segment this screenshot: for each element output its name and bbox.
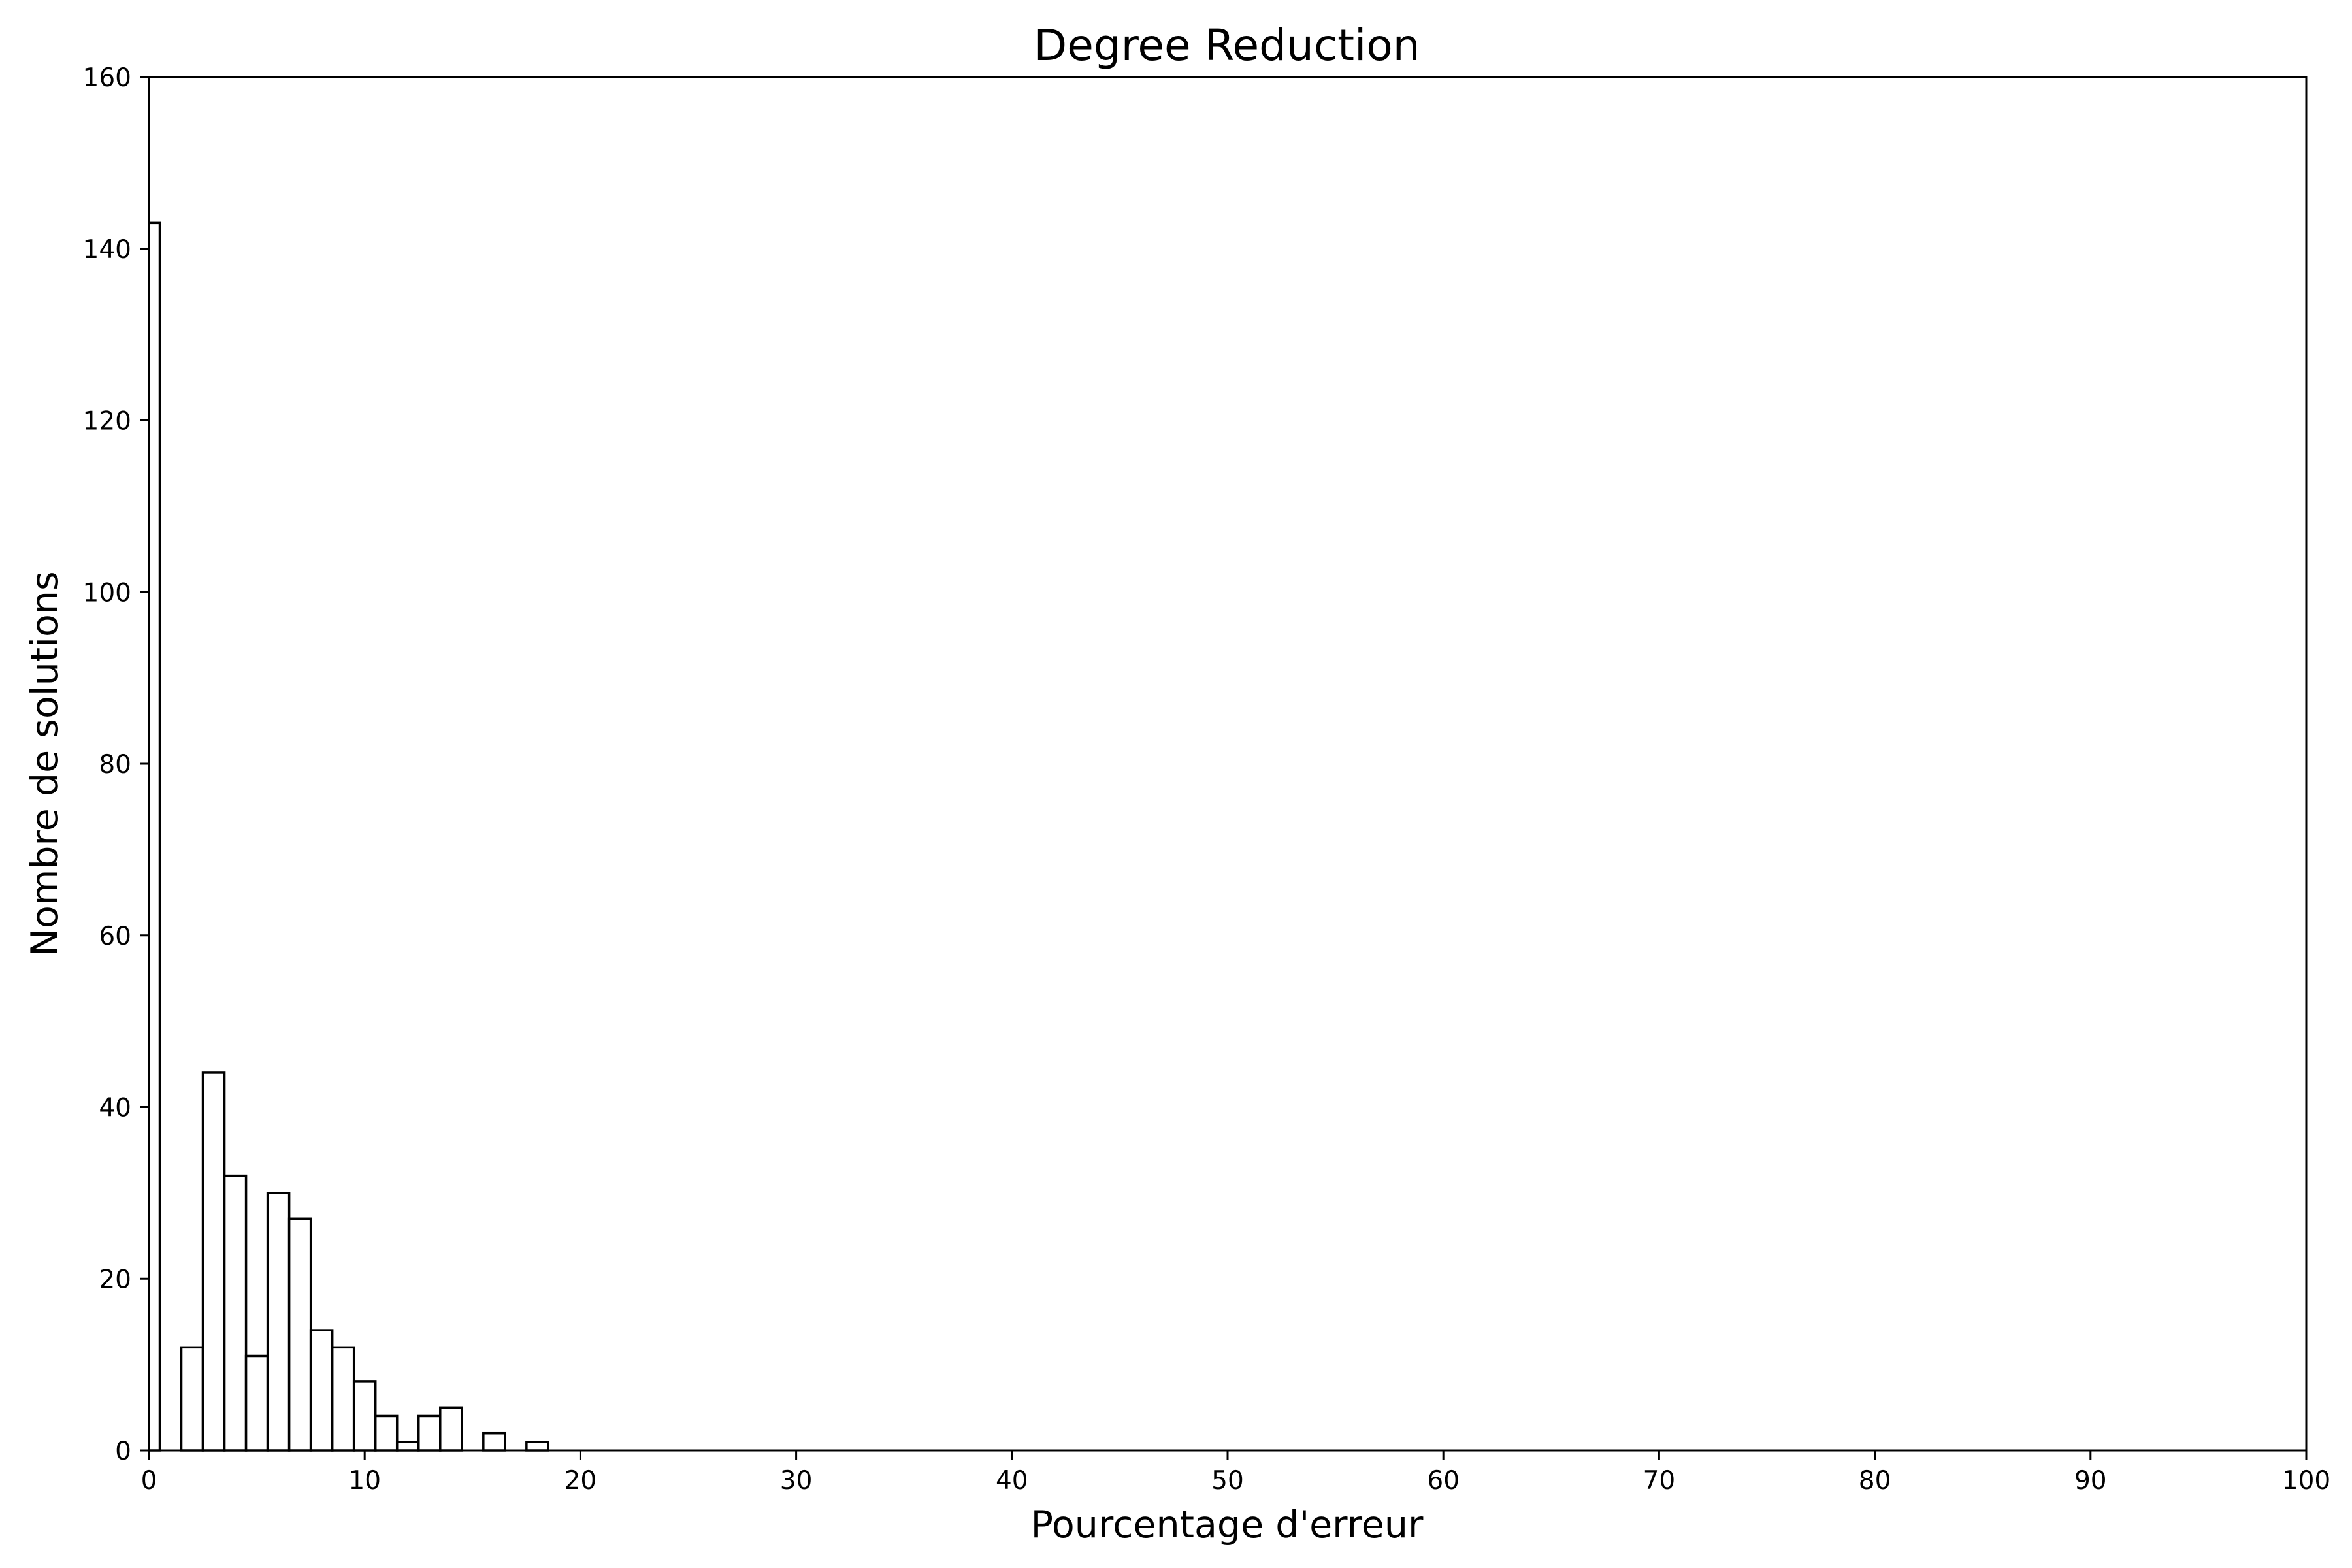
histogram-bar-1 (180, 1346, 204, 1452)
histogram-bar-14 (482, 1431, 506, 1452)
histogram-bar-12 (417, 1414, 442, 1452)
y-tick-label-120: 120 (83, 407, 131, 436)
y-tick-label-60: 60 (99, 922, 131, 951)
x-axis-label: Pourcentage d'erreur (1031, 1503, 1424, 1546)
x-tick-label-40: 40 (996, 1466, 1028, 1495)
histogram-bar-11 (395, 1441, 420, 1452)
x-tick-label-20: 20 (564, 1466, 597, 1495)
y-tick-label-0: 0 (115, 1437, 131, 1466)
y-tick-label-100: 100 (83, 578, 131, 608)
y-tick-label-20: 20 (99, 1265, 131, 1294)
x-tick-label-70: 70 (1643, 1466, 1676, 1495)
x-tick-label-30: 30 (780, 1466, 813, 1495)
x-tick-label-60: 60 (1427, 1466, 1460, 1495)
y-axis-label: Nombre de solutions (24, 571, 67, 956)
x-tick-label-50: 50 (1211, 1466, 1244, 1495)
histogram-bar-13 (439, 1406, 463, 1452)
histogram-bar-2 (201, 1071, 226, 1452)
histogram-bar-10 (374, 1414, 399, 1452)
y-axis-ticks: 0 20 40 60 80 100 120 140 160 (83, 63, 149, 1466)
histogram-bars (148, 221, 549, 1452)
histogram-bar-3 (223, 1174, 248, 1452)
y-tick-label-140: 140 (83, 235, 131, 265)
histogram-bar-8 (331, 1346, 355, 1452)
y-tick-label-160: 160 (83, 63, 131, 93)
y-tick-label-40: 40 (99, 1094, 131, 1123)
histogram-bar-15 (525, 1441, 549, 1452)
histogram-bar-6 (287, 1217, 312, 1452)
x-tick-label-100: 100 (2282, 1466, 2330, 1495)
histogram-bar-5 (266, 1192, 291, 1452)
histogram-bar-7 (309, 1329, 334, 1452)
plot-area-frame (148, 76, 2308, 1452)
y-tick-label-80: 80 (99, 750, 131, 779)
histogram-bar-0 (148, 221, 161, 1452)
histogram-bar-4 (244, 1354, 269, 1452)
x-tick-label-0: 0 (141, 1466, 157, 1495)
x-tick-label-90: 90 (2074, 1466, 2107, 1495)
histogram-bar-9 (352, 1380, 377, 1452)
x-tick-label-10: 10 (348, 1466, 381, 1495)
x-axis-ticks: 0 10 20 30 40 50 60 70 80 90 100 (141, 1450, 2330, 1495)
chart-title: Degree Reduction (1034, 20, 1420, 71)
x-tick-label-80: 80 (1859, 1466, 1891, 1495)
